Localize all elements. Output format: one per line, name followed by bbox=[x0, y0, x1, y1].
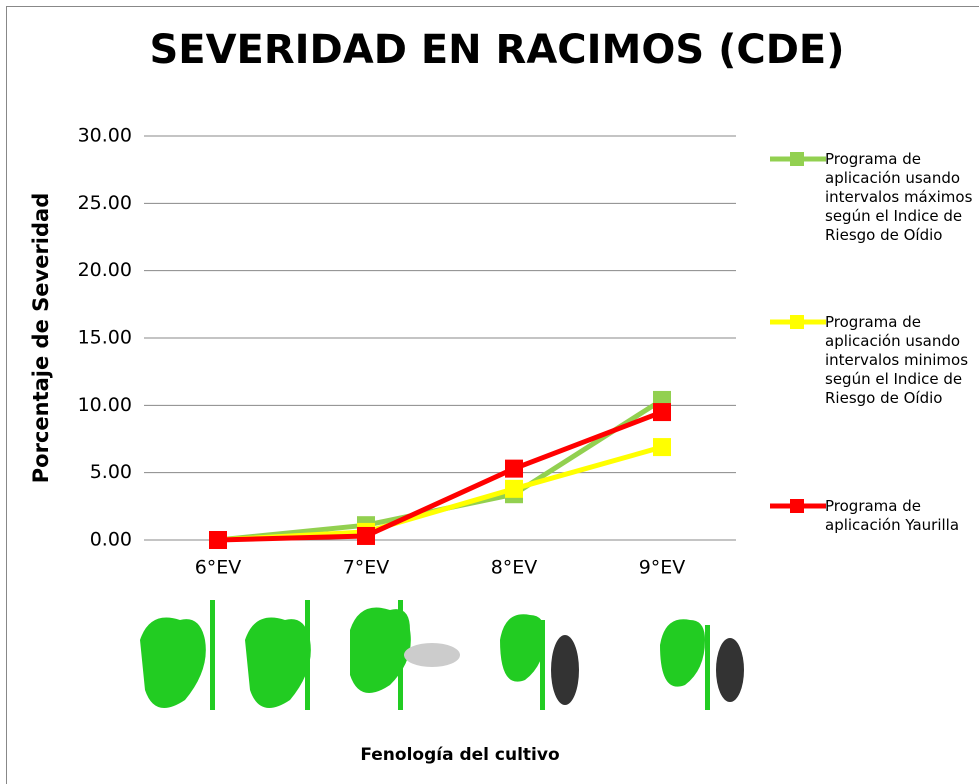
x-axis-title: Fenología del cultivo bbox=[360, 745, 559, 765]
point-marker bbox=[505, 480, 523, 498]
y-tick-label: 20.00 bbox=[78, 259, 132, 281]
y-axis-title: Porcentaje de Severidad bbox=[29, 193, 53, 483]
legend-label: Programa de aplicación Yaurilla bbox=[825, 497, 977, 535]
x-tick-label: 8°EV bbox=[491, 557, 538, 579]
legend-label: Programa de aplicación usando intervalos… bbox=[825, 150, 977, 245]
y-tick-label: 15.00 bbox=[78, 327, 132, 349]
point-marker bbox=[209, 531, 227, 549]
y-tick-label: 10.00 bbox=[78, 394, 132, 416]
page: SEVERIDAD EN RACIMOS (CDE) Porcentaje de… bbox=[0, 0, 979, 784]
x-tick-label: 9°EV bbox=[639, 557, 686, 579]
legend-marker bbox=[790, 152, 804, 166]
point-marker bbox=[505, 460, 523, 478]
legend-marker bbox=[790, 315, 804, 329]
y-tick-label: 5.00 bbox=[90, 461, 132, 483]
point-marker bbox=[653, 438, 671, 456]
legend-marker bbox=[790, 499, 804, 513]
x-tick-label: 6°EV bbox=[195, 557, 242, 579]
point-marker bbox=[357, 527, 375, 545]
legend-label: Programa de aplicación usando intervalos… bbox=[825, 313, 977, 408]
x-tick-label: 7°EV bbox=[343, 557, 390, 579]
y-tick-label: 30.00 bbox=[78, 125, 132, 147]
y-tick-label: 25.00 bbox=[78, 192, 132, 214]
chart-title: SEVERIDAD EN RACIMOS (CDE) bbox=[149, 27, 844, 73]
y-tick-label: 0.00 bbox=[90, 529, 132, 551]
point-marker bbox=[653, 403, 671, 421]
